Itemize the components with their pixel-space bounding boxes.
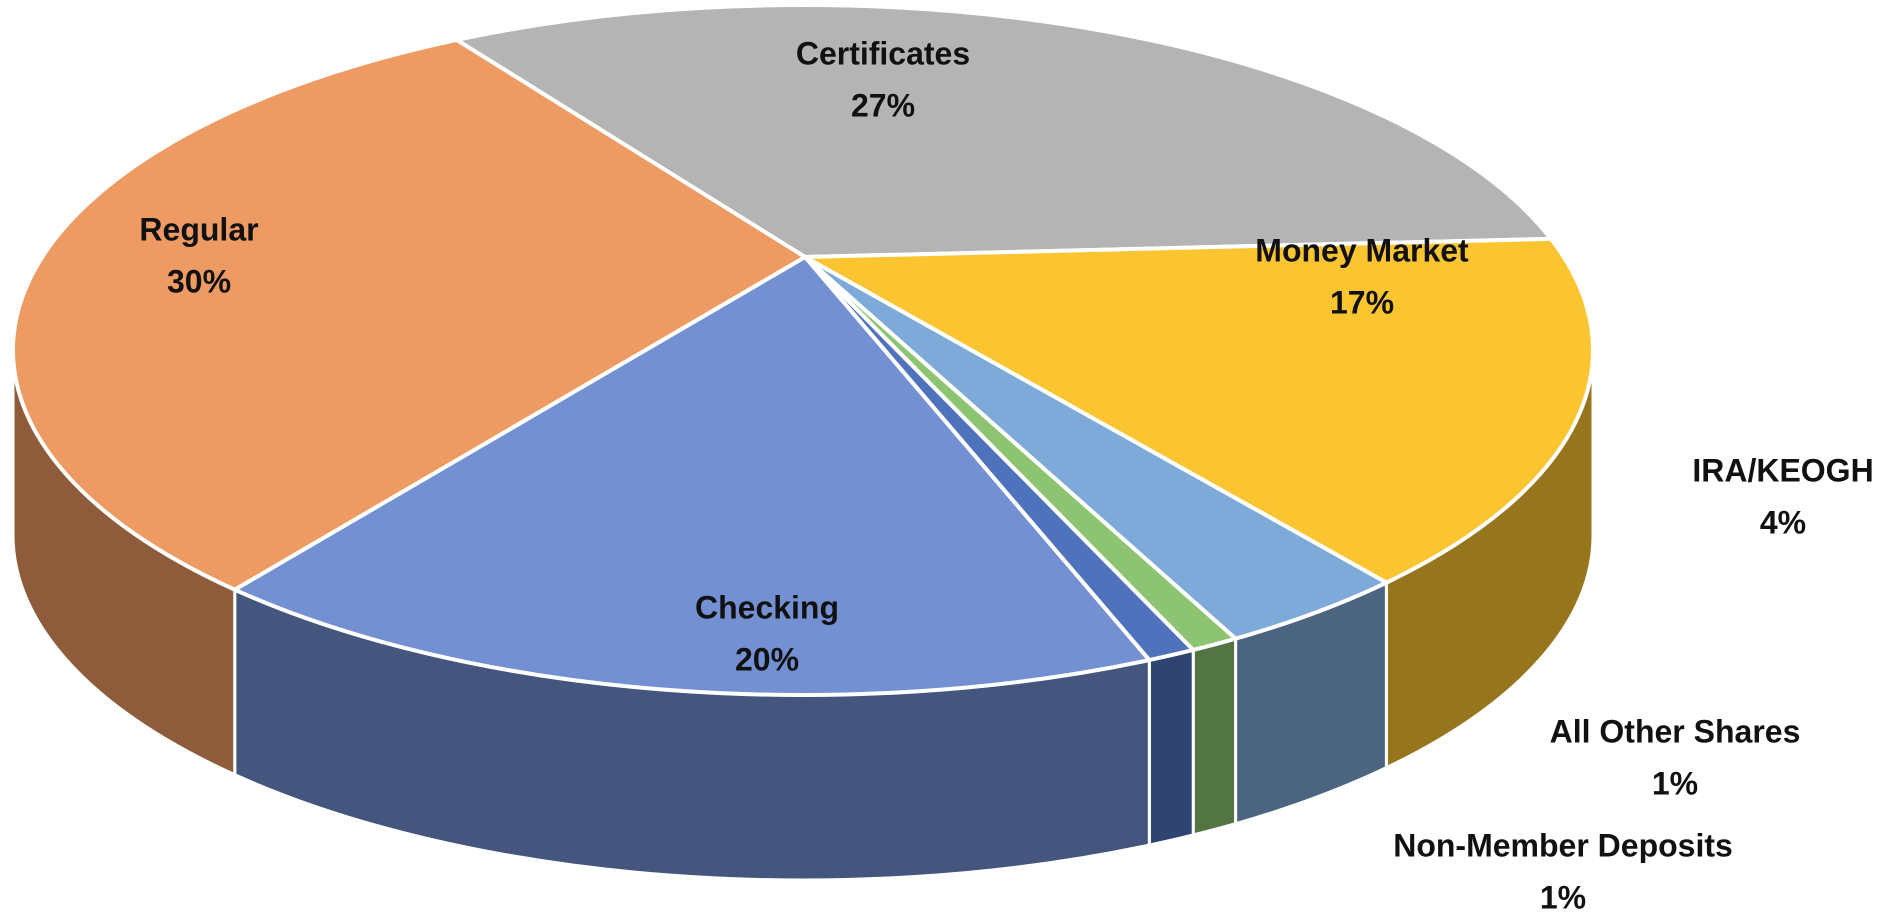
slice-value-label: 1% (1540, 879, 1586, 913)
slice-value-label: 27% (851, 87, 915, 123)
slice-label: Regular (139, 211, 258, 247)
slice-label: Certificates (796, 35, 970, 71)
slice (11, 37, 807, 592)
slice (232, 255, 1152, 697)
slice-label: All Other Shares (1550, 713, 1801, 749)
slice-label: IRA/KEOGH (1692, 452, 1873, 488)
slice (803, 255, 1389, 641)
slice-label: Money Market (1255, 232, 1469, 268)
slice-label: Non-Member Deposits (1393, 827, 1733, 863)
slice-side-shade (1147, 648, 1195, 847)
slice (454, 3, 1553, 259)
slice-value-label: 4% (1760, 504, 1806, 540)
slice (803, 236, 1595, 585)
slice-side-shade (1191, 636, 1238, 837)
slice-value-label: 20% (735, 641, 799, 677)
slice-value-label: 17% (1330, 284, 1394, 320)
slice-label: Checking (695, 589, 839, 625)
slice-value-label: 30% (167, 263, 231, 299)
slice-value-label: 1% (1652, 765, 1698, 801)
